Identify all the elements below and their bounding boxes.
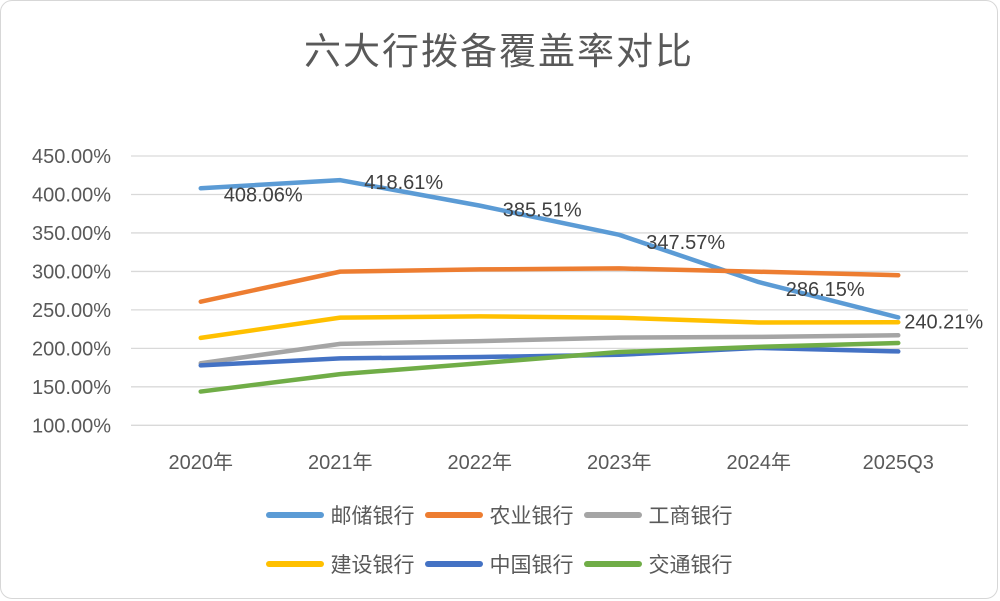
legend-item-农业银行: 农业银行 xyxy=(424,500,574,530)
legend-item-建设银行: 建设银行 xyxy=(265,549,415,579)
legend-row-1: 邮储银行 农业银行 工商银行 xyxy=(265,500,733,530)
y-axis-tick-label: 250.00% xyxy=(32,300,111,322)
series-data-label: 408.06% xyxy=(224,184,303,206)
legend-swatch-icon xyxy=(583,512,642,518)
y-axis-tick-label: 200.00% xyxy=(32,338,111,360)
series-line-交通银行 xyxy=(198,340,901,394)
legend-label: 中国银行 xyxy=(489,553,574,577)
series-line-邮储银行 xyxy=(198,177,901,320)
legend-swatch-icon xyxy=(424,512,483,518)
series-line-工商银行 xyxy=(198,333,901,366)
series-data-label: 385.51% xyxy=(503,200,582,222)
x-axis-tick-label: 2022年 xyxy=(448,451,513,474)
x-axis-tick-label: 2020年 xyxy=(169,451,234,474)
series-data-label: 286.15% xyxy=(786,279,865,301)
chart-title: 六大行拨备覆盖率对比 xyxy=(304,32,694,73)
legend-swatch-icon xyxy=(424,561,483,567)
legend-swatch-icon xyxy=(265,512,324,518)
legend-label: 农业银行 xyxy=(489,504,574,528)
legend-item-邮储银行: 邮储银行 xyxy=(265,500,415,530)
y-axis-tick-label: 450.00% xyxy=(32,146,111,168)
legend-swatch-icon xyxy=(583,561,642,567)
legend-item-交通银行: 交通银行 xyxy=(583,549,733,579)
legend-row-2: 建设银行 中国银行 交通银行 xyxy=(265,549,733,579)
legend-label: 建设银行 xyxy=(330,553,415,577)
y-axis-tick-label: 350.00% xyxy=(32,223,111,245)
series-data-label: 347.57% xyxy=(646,232,725,254)
legend-item-中国银行: 中国银行 xyxy=(424,549,574,579)
legend-label: 工商银行 xyxy=(648,504,733,528)
series-line-农业银行 xyxy=(198,266,901,304)
x-axis-tick-label: 2024年 xyxy=(727,451,792,474)
x-axis-tick-label: 2025Q3 xyxy=(863,452,934,474)
series-line-建设银行 xyxy=(198,314,901,341)
legend-item-工商银行: 工商银行 xyxy=(583,500,733,530)
x-axis-tick-label: 2021年 xyxy=(308,451,373,474)
series-data-label: 418.61% xyxy=(364,172,443,194)
legend-swatch-icon xyxy=(265,561,324,567)
legend-label: 邮储银行 xyxy=(330,504,415,528)
series-data-label: 240.21% xyxy=(904,311,983,333)
x-axis-tick-label: 2023年 xyxy=(587,451,652,474)
legend-label: 交通银行 xyxy=(648,553,733,577)
y-axis-tick-label: 150.00% xyxy=(32,377,111,399)
y-axis-tick-label: 300.00% xyxy=(32,261,111,283)
chart-legend: 邮储银行 农业银行 工商银行建设银行 中国银行 交通银行 xyxy=(1,500,997,579)
y-axis-tick-label: 400.00% xyxy=(32,184,111,206)
y-axis-tick-label: 100.00% xyxy=(32,415,111,437)
